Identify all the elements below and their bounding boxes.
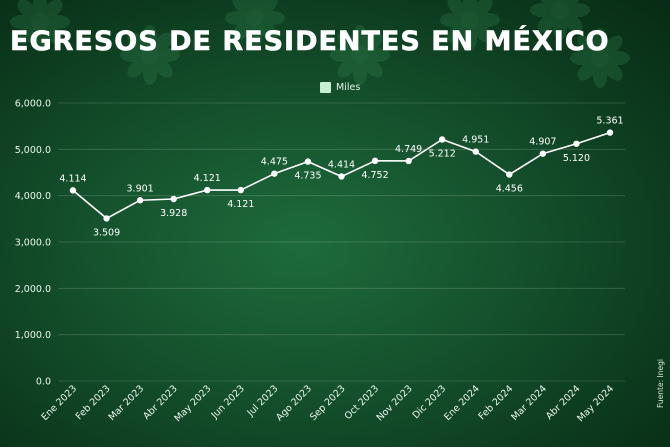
data-point [304, 158, 312, 165]
x-tick-label: Nov 2023 [375, 383, 415, 423]
data-point [438, 136, 446, 143]
data-point [405, 157, 412, 165]
legend: Miles [320, 82, 360, 93]
data-point [69, 187, 77, 194]
data-point [506, 171, 513, 178]
data-point [371, 157, 379, 165]
data-label: 5.212 [429, 149, 456, 160]
y-tick-label: 6,000.0 [15, 99, 51, 110]
data-label: 3.509 [93, 227, 120, 238]
x-tick-label: Mar 2023 [107, 383, 147, 423]
legend-label: Miles [336, 82, 361, 93]
data-point [170, 195, 177, 203]
x-tick-label: Ene 2024 [442, 383, 482, 423]
data-label: 4.475 [261, 157, 288, 168]
data-point [204, 186, 211, 194]
data-label: 4.121 [227, 199, 254, 210]
y-tick-label: 4,000.0 [15, 191, 51, 202]
data-label: 3.928 [160, 208, 187, 219]
data-point [338, 173, 345, 180]
chart-title: EGRESOS DE RESIDENTES EN MÉXICO [10, 26, 610, 58]
data-point [237, 186, 245, 194]
flower-ornament [120, 25, 180, 85]
data-label: 4.735 [294, 171, 321, 182]
x-tick-label: Ago 2023 [274, 383, 314, 423]
data-point [573, 140, 580, 147]
x-tick-label: May 2023 [172, 383, 213, 424]
data-label: 3.901 [127, 183, 154, 194]
data-label: 4.414 [328, 159, 355, 170]
flower-ornament [530, 0, 590, 40]
data-point [606, 129, 614, 136]
y-tick-label: 1,000.0 [15, 330, 51, 341]
x-tick-label: Jun 2023 [209, 383, 247, 421]
data-point [103, 215, 110, 222]
data-label: 4.752 [361, 170, 388, 181]
y-tick-label: 5,000.0 [15, 145, 51, 156]
legend-swatch [320, 82, 331, 93]
data-label: 4.749 [395, 144, 422, 155]
flower-ornament [440, 0, 500, 50]
x-tick-label: Mar 2024 [509, 383, 549, 423]
data-label: 4.951 [462, 135, 489, 146]
y-tick-label: 3,000.0 [15, 238, 51, 249]
flower-ornament [10, 0, 70, 52]
data-label: 5.361 [596, 116, 623, 127]
y-tick-label: 2,000.0 [15, 284, 51, 295]
floral-ornament-band [10, 0, 630, 88]
data-point [472, 148, 479, 155]
data-label: 4.121 [194, 173, 221, 184]
flower-ornament [330, 25, 390, 85]
flower-ornament [225, 0, 285, 48]
flower-ornament [570, 28, 630, 88]
x-tick-label: Sep 2023 [308, 383, 348, 423]
data-label: 4.456 [496, 184, 523, 195]
data-label: 4.114 [59, 173, 86, 184]
data-label: 5.120 [563, 153, 590, 164]
data-point [271, 170, 278, 177]
data-point [136, 197, 144, 204]
x-tick-label: May 2024 [575, 383, 616, 424]
x-tick-label: Ene 2023 [39, 383, 79, 423]
data-label: 4.907 [529, 137, 556, 148]
data-point [539, 150, 547, 157]
source-note: Fuente: Inegi [656, 359, 665, 408]
y-tick-label: 0.0 [36, 377, 51, 388]
